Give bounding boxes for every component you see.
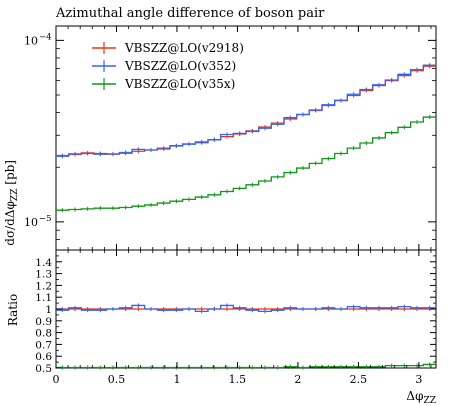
- x-tick-label: 0.5: [108, 373, 126, 386]
- ratio-tick-label: 1.3: [35, 269, 52, 281]
- ratio-tick-label: 0.7: [35, 339, 52, 351]
- x-tick-label: 1.5: [229, 373, 247, 386]
- x-axis-ticks: 0 0.5 1 1.5 2 2.5 3: [53, 26, 431, 386]
- main-series-line-1: [56, 65, 436, 156]
- ratio-tick-label: 1: [45, 304, 52, 316]
- y-tick-label: 10: [24, 34, 38, 47]
- y-axis-label: dσ/dΔφZZ [pb]: [3, 160, 20, 246]
- legend-label-2: VBSZZ@LO(v35x): [124, 77, 235, 91]
- x-tick-label: 2.5: [350, 373, 368, 386]
- y-tick-exponent: −5: [39, 214, 52, 224]
- legend: VBSZZ@LO(v2918) VBSZZ@LO(v352) VBSZZ@LO(v3…: [92, 41, 244, 91]
- ratio-tick-label: 0.5: [35, 363, 52, 375]
- x-tick-label: 0: [53, 373, 60, 386]
- chart-title: Azimuthal angle difference of boson pair: [55, 6, 325, 21]
- ratio-tick-label: 1.2: [35, 280, 52, 292]
- ratio-tick-label: 0.6: [35, 351, 52, 363]
- main-series-line-0: [56, 66, 436, 155]
- x-axis-label: ΔφZZ: [406, 389, 436, 406]
- y-tick-label: 10: [24, 216, 38, 229]
- ratio-y-axis-label: Ratio: [6, 294, 20, 326]
- ratio-tick-label: 0.8: [35, 328, 52, 340]
- x-tick-label: 2: [294, 373, 301, 386]
- y-axis-ticks-ratio: 0.50.60.70.80.911.11.21.31.4: [35, 256, 436, 375]
- x-tick-label: 3: [415, 373, 422, 386]
- x-tick-label: 1: [173, 373, 180, 386]
- main-series-group: [56, 63, 436, 212]
- ratio-tick-label: 0.9: [35, 316, 52, 328]
- y-tick-exponent: −4: [39, 32, 52, 42]
- legend-label-0: VBSZZ@LO(v2918): [124, 41, 244, 55]
- ratio-tick-label: 1.4: [35, 257, 52, 269]
- ratio-tick-label: 1.1: [35, 292, 52, 304]
- legend-label-1: VBSZZ@LO(v352): [124, 59, 236, 73]
- ratio-series-group: [56, 303, 436, 369]
